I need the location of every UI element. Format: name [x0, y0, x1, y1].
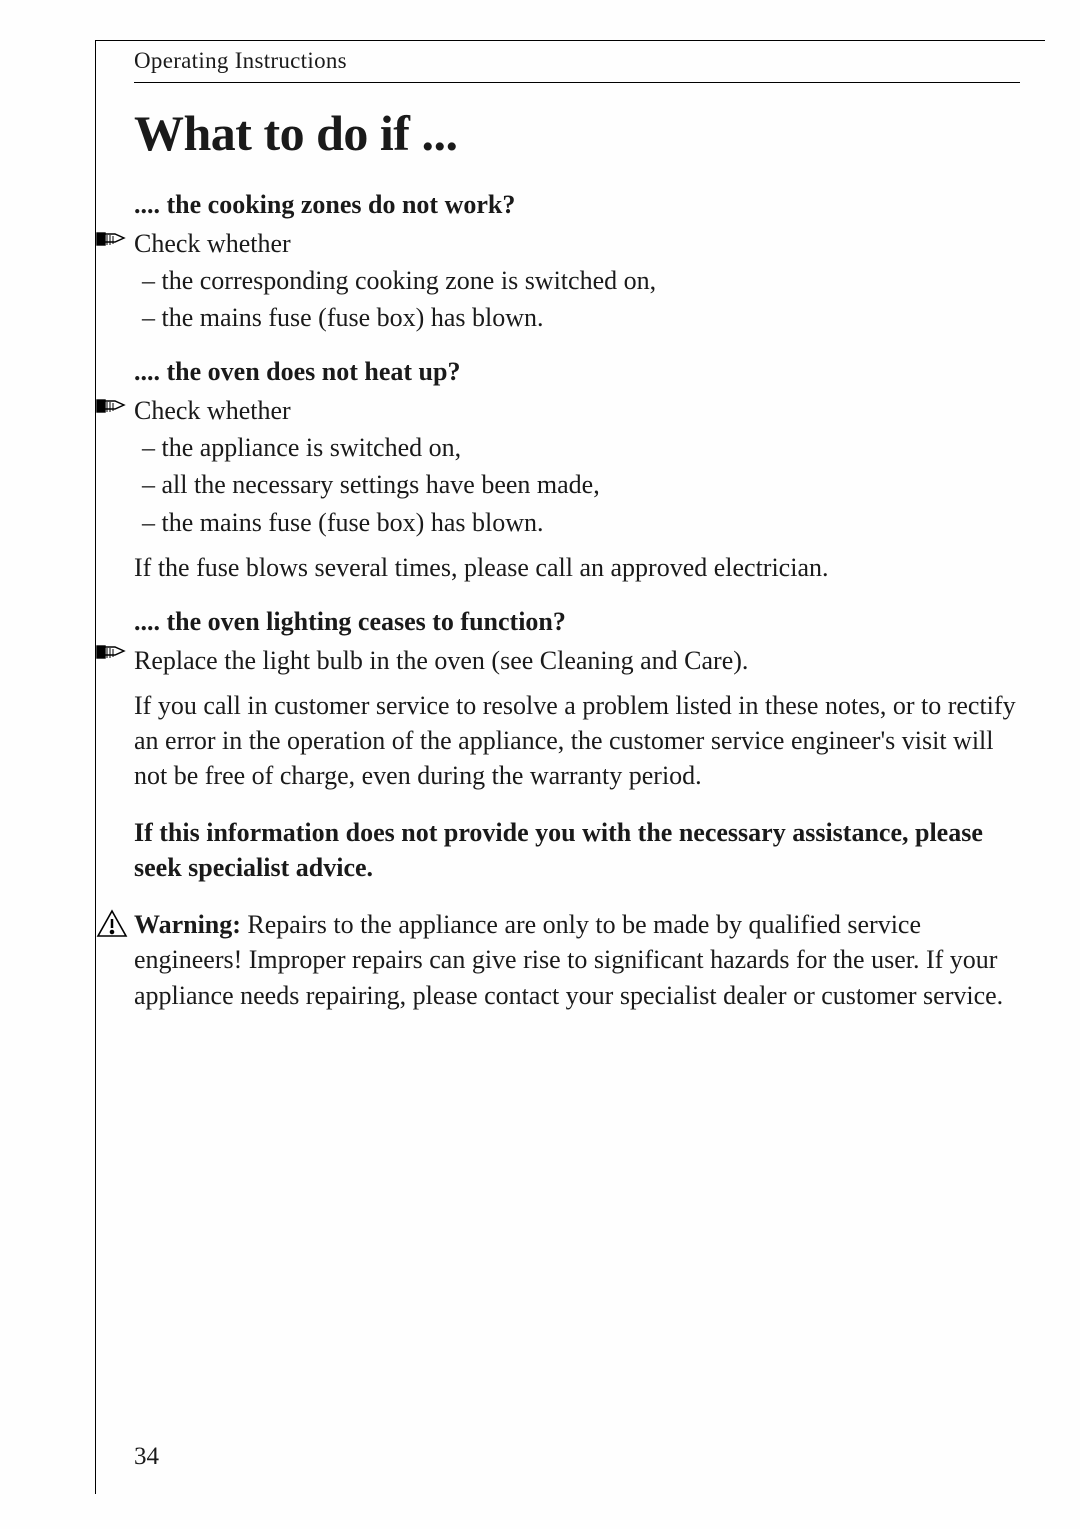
- lead-text: Replace the light bulb in the oven (see …: [134, 643, 1020, 678]
- lead-text: Check whether: [134, 393, 1020, 428]
- check-list: – the appliance is switched on, – all th…: [134, 430, 1020, 539]
- section-question: .... the cooking zones do not work?: [134, 190, 1020, 220]
- page-content: What to do if ... .... the cooking zones…: [134, 104, 1020, 1035]
- running-header: Operating Instructions: [134, 48, 347, 74]
- troubleshoot-section: .... the oven lighting ceases to functio…: [134, 607, 1020, 793]
- list-item: – the mains fuse (fuse box) has blown.: [134, 505, 1020, 540]
- page-number: 34: [134, 1443, 159, 1471]
- section-body: Replace the light bulb in the oven (see …: [134, 643, 1020, 793]
- section-body: Check whether – the corresponding cookin…: [134, 226, 1020, 335]
- troubleshoot-section: .... the cooking zones do not work? Chec…: [134, 190, 1020, 335]
- list-item: – all the necessary settings have been m…: [134, 467, 1020, 502]
- section-question: .... the oven does not heat up?: [134, 357, 1020, 387]
- warning-section: Warning: Repairs to the appliance are on…: [134, 907, 1020, 1012]
- list-item: – the corresponding cooking zone is swit…: [134, 263, 1020, 298]
- warning-text: Repairs to the appliance are only to be …: [134, 910, 1003, 1009]
- troubleshoot-section: .... the oven does not heat up? Check wh…: [134, 357, 1020, 584]
- pointing-hand-icon: [96, 393, 128, 417]
- list-item: – the appliance is switched on,: [134, 430, 1020, 465]
- warning-triangle-icon: [96, 909, 128, 939]
- warning-body: Warning: Repairs to the appliance are on…: [134, 907, 1020, 1012]
- warning-lead: Warning:: [134, 910, 241, 939]
- assistance-note: If this information does not provide you…: [134, 815, 1020, 885]
- header-rule: [134, 82, 1020, 83]
- after-text: If you call in customer service to resol…: [134, 688, 1020, 793]
- lead-text: Check whether: [134, 226, 1020, 261]
- section-body: Check whether – the appliance is switche…: [134, 393, 1020, 584]
- list-item: – the mains fuse (fuse box) has blown.: [134, 300, 1020, 335]
- after-text: If the fuse blows several times, please …: [134, 550, 1020, 585]
- pointing-hand-icon: [96, 639, 128, 663]
- pointing-hand-icon: [96, 226, 128, 250]
- section-question: .... the oven lighting ceases to functio…: [134, 607, 1020, 637]
- check-list: – the corresponding cooking zone is swit…: [134, 263, 1020, 335]
- page-title: What to do if ...: [134, 104, 1020, 162]
